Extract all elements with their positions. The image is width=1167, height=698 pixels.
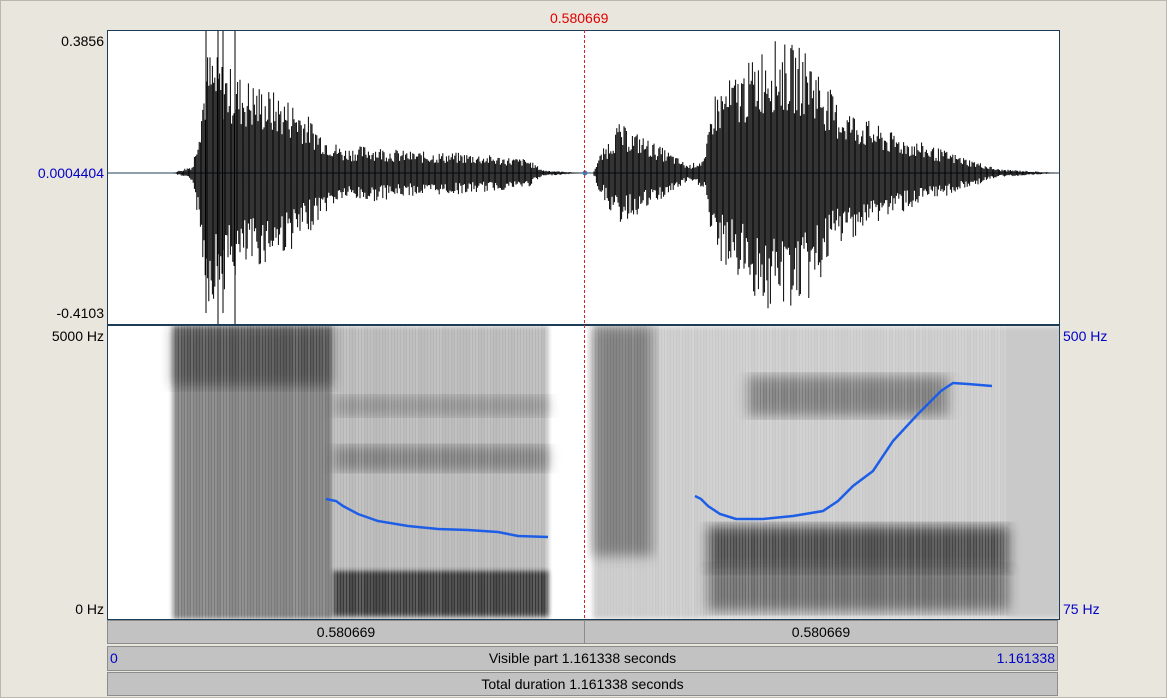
spectrogram-panel[interactable] <box>107 325 1060 620</box>
right-selection-segment[interactable]: 0.580669 <box>791 624 851 640</box>
waveform-min-label: -0.4103 <box>56 305 104 321</box>
spectrogram-plot <box>173 326 1059 619</box>
high-energy-top-1 <box>173 326 333 386</box>
spectrogram-min-freq-label: 0 Hz <box>75 601 104 617</box>
waveform-zero-label: 0.0004404 <box>37 165 104 181</box>
total-duration-label: Total duration 1.161338 seconds <box>481 676 684 692</box>
cursor-sample-marker <box>582 170 588 176</box>
formant-band-4 <box>708 526 1008 571</box>
pitch-contour-segment-2 <box>694 381 993 521</box>
waveform-samples <box>173 41 1058 309</box>
pitch-max-label: 500 Hz <box>1063 328 1108 344</box>
time-cursor-line[interactable] <box>584 30 585 643</box>
waveform-plot <box>108 31 1059 324</box>
waveform-max-label: 0.3856 <box>61 33 104 49</box>
cursor-time-bar[interactable]: 0.580669 0.580669 <box>107 620 1058 644</box>
formant-band-3 <box>333 396 548 416</box>
cursor-time-readout: 0.580669 <box>550 10 609 26</box>
visible-end-time: 1.161338 <box>996 650 1055 666</box>
visible-part-bar[interactable]: 0 Visible part 1.161338 seconds 1.161338 <box>107 646 1058 671</box>
spectrogram-max-freq-label: 5000 Hz <box>51 328 104 344</box>
energy-block-4 <box>593 326 653 556</box>
pitch-min-label: 75 Hz <box>1063 601 1100 617</box>
formant-band-1 <box>333 571 548 616</box>
visible-part-label: Visible part 1.161338 seconds <box>488 650 677 666</box>
formant-band-6 <box>748 376 948 416</box>
total-duration-bar[interactable]: Total duration 1.161338 seconds <box>107 672 1058 696</box>
formant-band-5 <box>708 566 1008 611</box>
visible-start-time: 0 <box>110 650 118 666</box>
energy-block-2 <box>333 326 548 619</box>
spectrogram-image <box>173 326 1059 619</box>
waveform-trace <box>173 31 1058 324</box>
left-selection-segment[interactable]: 0.580669 <box>316 624 376 640</box>
cursor-divider <box>584 621 585 643</box>
waveform-panel[interactable] <box>107 30 1060 325</box>
formant-band-2 <box>333 446 548 471</box>
pitch-contour-segment-1 <box>325 497 549 539</box>
